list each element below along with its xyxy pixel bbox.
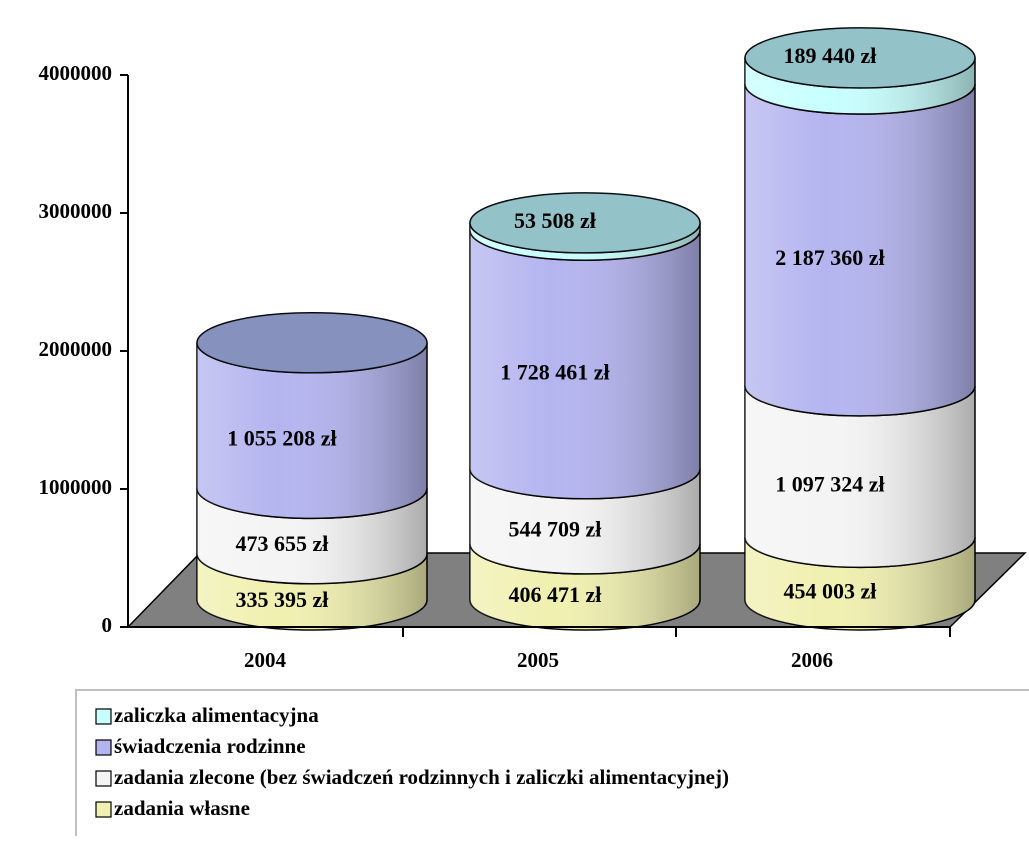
legend-label: zaliczka alimentacyjna	[114, 703, 319, 727]
x-tick-label: 2005	[517, 648, 559, 672]
x-tick-label: 2006	[791, 648, 833, 672]
legend-swatch	[95, 739, 112, 756]
x-tick-label: 2004	[244, 648, 287, 672]
shade	[470, 222, 700, 261]
data-label: 406 471 zł	[509, 582, 602, 607]
shade	[470, 543, 700, 630]
cylinder-top-shade	[197, 312, 427, 373]
legend-label: świadczenia rodzinne	[114, 734, 306, 758]
legend-label: zadania własne	[114, 796, 250, 820]
legend-swatch	[95, 801, 112, 818]
y-tick-label: 4000000	[39, 61, 113, 85]
y-tick-label: 2000000	[39, 337, 113, 361]
shade	[745, 57, 975, 115]
cylinder-top	[196, 311, 428, 374]
data-label: 1 097 324 zł	[775, 472, 884, 497]
shade	[197, 488, 427, 584]
data-label: 1 728 461 zł	[500, 360, 609, 385]
legend-label: zadania zlecone (bez świadczeń rodzinnyc…	[114, 765, 729, 789]
shade	[197, 342, 427, 519]
cylinder-top-shade	[470, 192, 700, 253]
y-tick-label: 3000000	[39, 199, 113, 223]
shade	[745, 537, 975, 630]
shade	[745, 385, 975, 568]
data-label: 454 003 zł	[784, 579, 877, 604]
data-label: 189 440 zł	[784, 43, 877, 68]
data-label: 544 709 zł	[509, 516, 602, 541]
cylinders: 335 395 zł 473 655 zł 1 055 208 zł 406 471 …	[196, 27, 976, 631]
cylinder-top-shade	[745, 27, 975, 88]
data-label: 335 395 zł	[236, 587, 329, 612]
data-label: 1 055 208 zł	[227, 426, 336, 451]
shade	[745, 84, 975, 416]
data-label: 473 655 zł	[236, 531, 329, 556]
shade	[197, 553, 427, 630]
shade	[470, 230, 700, 499]
y-tick-label: 0	[102, 613, 113, 637]
legend	[75, 689, 1029, 841]
data-label: 53 508 zł	[514, 208, 596, 233]
data-label: 2 187 360 zł	[775, 245, 884, 270]
legend-swatch	[95, 770, 112, 787]
legend-swatch	[95, 708, 112, 725]
y-tick-label: 1000000	[39, 475, 113, 499]
cylinder-top	[469, 192, 701, 254]
cylinder-top	[744, 27, 976, 89]
